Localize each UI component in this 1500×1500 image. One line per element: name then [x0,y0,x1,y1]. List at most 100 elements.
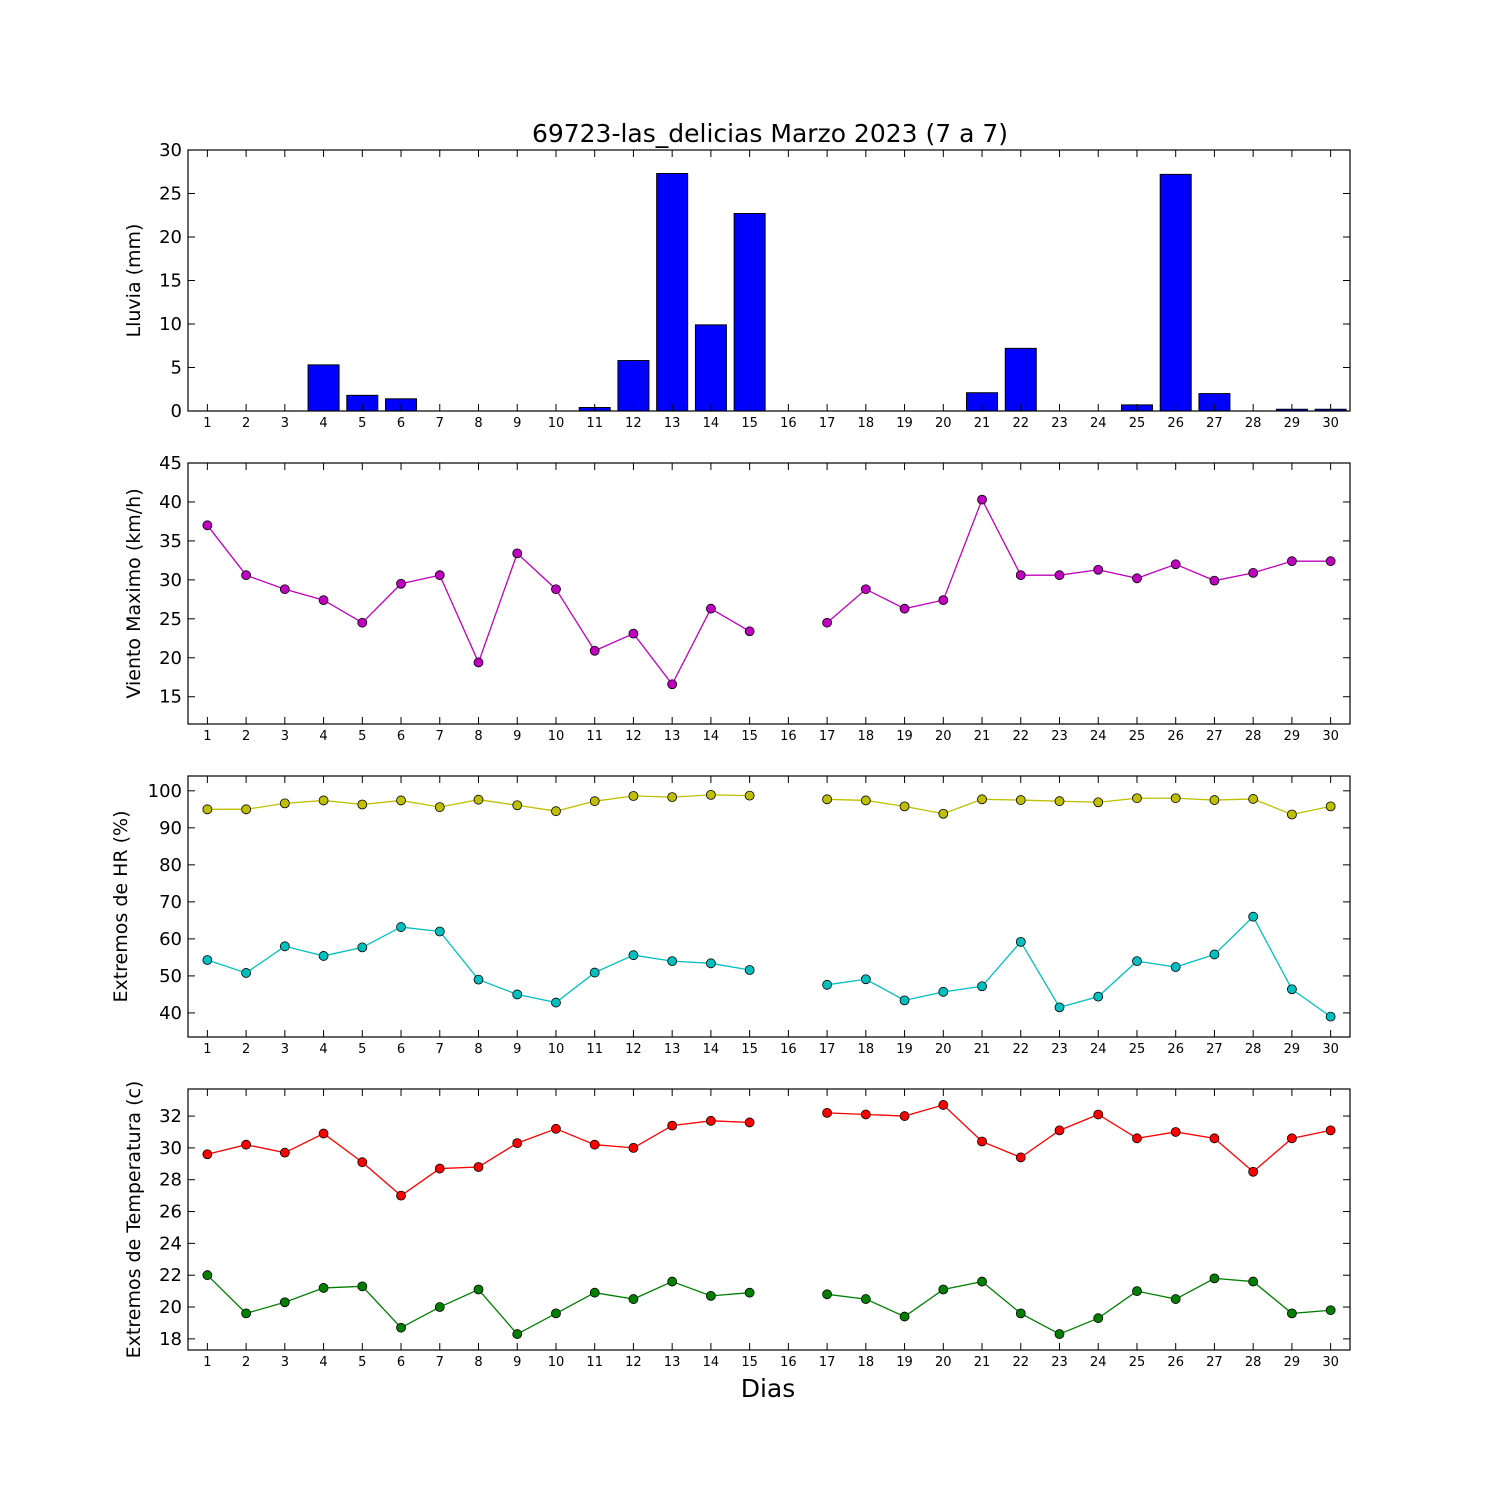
bar-day-15 [733,213,766,412]
series-1-line-2 [827,1104,1331,1173]
series-2-point-day-13 [667,1276,678,1287]
series-2-point-day-20 [938,986,949,997]
series-2-point-day-11 [589,967,600,978]
series-1-point-day-17 [822,617,832,628]
x-tick-label: 24 [1090,416,1107,431]
series-1-point-day-7 [434,570,445,581]
x-tick-label: 18 [858,416,875,431]
series-1-point-day-4 [318,595,329,606]
x-tick-label: 22 [1012,729,1029,744]
y-tick-label: 26 [159,1202,182,1223]
series-1-point-day-30 [1325,556,1336,567]
x-tick-label: 15 [741,1355,758,1370]
series-2-point-day-14 [706,1290,716,1301]
series-1-point-day-27 [1209,575,1220,586]
x-tick-label: 7 [436,729,444,744]
x-tick-label: 15 [741,1042,758,1057]
x-tick-label: 1 [203,1042,211,1057]
series-1-point-day-29 [1287,1133,1297,1144]
x-tick-label: 10 [548,1042,565,1057]
series-1-point-day-6 [396,1190,406,1201]
x-tick-label: 24 [1090,1355,1107,1370]
series-1-point-day-11 [589,645,600,656]
x-tick-label: 17 [819,729,836,744]
x-tick-label: 16 [780,416,797,431]
series-1-point-day-21 [977,794,987,805]
x-tick-label: 10 [548,416,565,431]
series-1-point-day-15 [744,790,755,801]
x-tick-label: 25 [1129,416,1146,431]
series-2-point-day-25 [1132,1286,1142,1297]
series-1-point-day-3 [279,798,290,809]
series-2-point-day-26 [1170,962,1181,972]
series-1-point-day-5 [357,1157,368,1168]
series-1-point-day-25 [1132,573,1142,584]
series-1-point-day-22 [1015,795,1026,805]
x-tick-label: 9 [513,416,521,431]
x-tick-label: 18 [858,1355,875,1370]
x-tick-label: 14 [703,416,720,431]
series-1-point-day-22 [1015,1152,1026,1163]
x-tick-label: 26 [1167,729,1184,744]
series-1-point-day-24 [1093,564,1104,575]
x-tick-label: 21 [974,1355,991,1370]
y-tick-label: 25 [159,609,182,630]
series-1-point-day-15 [744,1117,755,1128]
series-1-point-day-23 [1054,1125,1065,1136]
bar-day-22 [1004,347,1037,412]
series-2-point-day-21 [977,981,987,992]
y-tick-label: 10 [159,314,182,335]
x-tick-label: 13 [664,416,681,431]
y-tick-label: 50 [159,966,182,987]
x-tick-label: 1 [203,416,211,431]
series-2-point-day-26 [1170,1294,1181,1304]
x-tick-label: 14 [703,1355,720,1370]
x-tick-label: 6 [397,416,405,431]
series-1-point-day-22 [1015,570,1026,581]
y-axis-label: Viento Maximo (km/h) [123,488,145,698]
x-tick-label: 28 [1245,1355,1262,1370]
series-2-point-day-19 [899,995,910,1006]
x-tick-label: 29 [1284,1355,1301,1370]
bar-day-12 [617,360,650,412]
series-1-point-day-4 [318,1128,329,1139]
series-1-point-day-14 [706,1115,716,1126]
chart-title: 69723-las_delicias Marzo 2023 (7 a 7) [532,119,1008,148]
series-1-point-day-18 [860,795,871,806]
y-tick-label: 32 [159,1106,182,1127]
x-tick-label: 2 [242,729,250,744]
x-tick-label: 20 [935,1355,952,1370]
series-1-point-day-18 [860,584,871,595]
x-tick-label: 13 [664,729,681,744]
y-tick-label: 0 [171,401,182,422]
x-tick-label: 29 [1284,1042,1301,1057]
series-1-point-day-8 [473,1162,484,1172]
bar-day-13 [656,172,689,412]
y-tick-label: 80 [159,855,182,876]
series-1-line-2 [826,498,1331,624]
series-2-point-day-27 [1209,949,1220,960]
series-2-point-day-5 [357,942,368,953]
series-2-point-day-27 [1209,1273,1220,1284]
x-tick-label: 4 [319,729,327,744]
series-1-point-day-13 [667,679,678,690]
x-tick-label: 5 [358,1042,366,1057]
series-1-point-day-7 [434,1163,445,1174]
x-tick-label: 11 [586,729,603,744]
x-tick-label: 3 [281,1042,289,1057]
x-tick-label: 2 [242,416,250,431]
series-1-point-day-15 [744,626,755,637]
y-tick-label: 5 [171,358,182,379]
series-2-point-day-17 [822,979,832,990]
x-tick-label: 9 [513,729,521,744]
series-2-line-2 [827,1277,1331,1335]
series-1-point-day-5 [357,617,368,628]
x-tick-label: 19 [896,729,913,744]
series-1-point-day-21 [977,1136,987,1147]
y-tick-label: 24 [159,1233,182,1254]
series-1-point-day-20 [938,808,949,819]
series-2-point-day-23 [1054,1002,1065,1013]
x-tick-label: 16 [780,1042,797,1057]
series-1-line-2 [827,797,1331,816]
